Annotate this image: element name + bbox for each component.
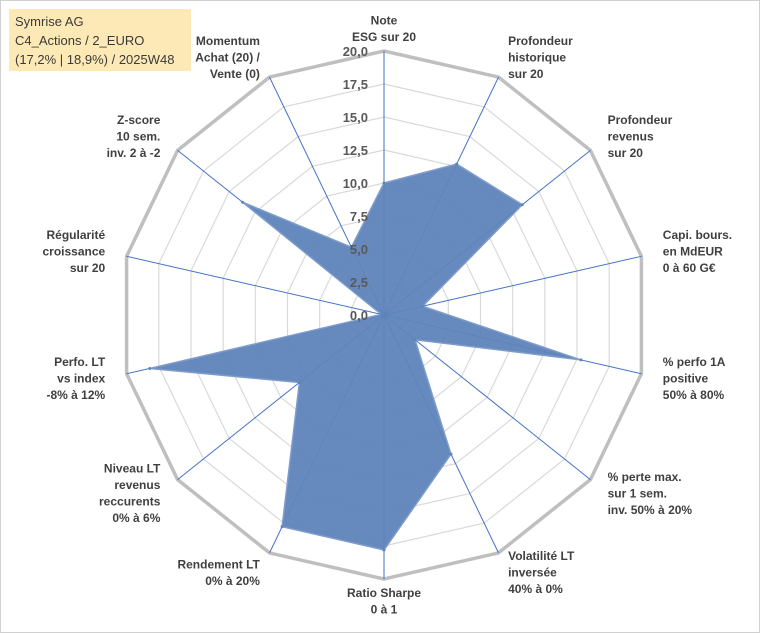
- axis-label-line: Volatilité LT: [508, 549, 575, 563]
- tick-label: 20,0: [343, 44, 368, 59]
- data-point: [421, 304, 425, 308]
- tick-label: 7,5: [350, 209, 368, 224]
- axis-label-line: revenus: [608, 130, 654, 144]
- axis-label: Perfo. LT vs index -8% à 12%: [46, 355, 105, 402]
- axis-label: Note ESG sur 20: [352, 14, 416, 45]
- axis-label-line: Régularité: [47, 228, 106, 242]
- axis-label-line: inversée: [508, 566, 557, 580]
- axis-label-line: 10 sem.: [116, 130, 160, 144]
- axis-label-line: % perfo 1A: [663, 355, 726, 369]
- chart-title-box: Symrise AG C4_Actions / 2_EURO (17,2% | …: [9, 9, 191, 71]
- axis-label-line: Rendement LT: [177, 557, 260, 571]
- axis-label: Volatilité LT inversée 40% à 0%: [508, 549, 575, 596]
- axis-spoke: [383, 314, 591, 480]
- axis-label-line: Capi. bours.: [663, 228, 732, 242]
- data-point: [382, 548, 386, 552]
- axis-label-line: 50% à 80%: [663, 388, 725, 402]
- axis-label-line: Vente (0): [210, 67, 260, 81]
- axis-label-line: Achat (20) /: [195, 50, 260, 64]
- axis-label-line: positive: [663, 372, 709, 386]
- axis-label-line: Momentum: [196, 34, 260, 48]
- axis-label-line: Profondeur: [608, 113, 673, 127]
- axis-label-line: % perte max.: [608, 470, 682, 484]
- data-point: [241, 200, 245, 204]
- axis-label-line: sur 20: [508, 67, 544, 81]
- axis-label-line: croissance: [42, 244, 105, 258]
- axis-label: % perte max. sur 1 sem. inv. 50% à 20%: [608, 470, 693, 517]
- tick-label: 2,5: [350, 275, 368, 290]
- axis-spoke: [383, 255, 642, 316]
- axis-label-line: -8% à 12%: [46, 388, 105, 402]
- axis-label-line: 0% à 20%: [205, 574, 260, 588]
- data-point: [382, 181, 386, 185]
- axis-label: Momentum Achat (20) / Vente (0): [195, 34, 260, 81]
- axis-label-line: inv. 50% à 20%: [608, 503, 693, 517]
- axis-label-line: Niveau LT: [104, 462, 161, 476]
- data-point: [297, 381, 301, 384]
- data-point: [379, 312, 383, 316]
- chart-title-company: Symrise AG: [15, 14, 84, 29]
- data-point: [520, 203, 524, 207]
- axis-label-line: sur 20: [608, 146, 644, 160]
- axis-label-line: Ratio Sharpe: [347, 586, 421, 600]
- axis-label-line: vs index: [57, 372, 105, 386]
- axis-spoke: [126, 255, 385, 316]
- data-point: [413, 338, 417, 342]
- data-point: [148, 367, 152, 370]
- axis-label-line: revenus: [114, 478, 160, 492]
- data-point: [455, 162, 459, 166]
- axis-label-line: 0 à 1: [371, 602, 398, 616]
- axis-label: Capi. bours. en MdEUR 0 à 60 G€: [663, 228, 732, 275]
- axis-label-line: 0 à 60 G€: [663, 261, 716, 275]
- data-point: [579, 358, 583, 362]
- axis-label: Niveau LT revenus reccurents 0% à 6%: [99, 462, 161, 525]
- axis-label: % perfo 1A positive 50% à 80%: [663, 355, 726, 402]
- axis-label: Régularité croissance sur 20: [42, 228, 105, 275]
- data-point: [349, 245, 353, 249]
- axis-label-line: 0% à 6%: [112, 511, 160, 525]
- axis-label: Profondeur historique sur 20: [508, 34, 573, 81]
- axis-label-line: Profondeur: [508, 34, 573, 48]
- axis-label-line: ESG sur 20: [352, 30, 416, 44]
- tick-label: 17,5: [343, 77, 368, 92]
- axis-label-line: sur 20: [70, 261, 106, 275]
- axis-label: Rendement LT 0% à 20%: [177, 557, 260, 588]
- data-point: [280, 525, 284, 529]
- axis-label-line: historique: [508, 50, 566, 64]
- chart-title-category: C4_Actions / 2_EURO: [15, 33, 145, 48]
- tick-label: 5,0: [350, 242, 368, 257]
- tick-label: 10,0: [343, 176, 368, 191]
- axis-label-line: sur 1 sem.: [608, 486, 667, 500]
- chart-title-period: (17,2% | 18,9%) / 2025W48: [15, 52, 175, 67]
- axis-label-line: inv. 2 à -2: [107, 146, 161, 160]
- axis-label-line: Perfo. LT: [54, 355, 106, 369]
- axis-label-line: en MdEUR: [663, 244, 723, 258]
- tick-label: 0,0: [350, 308, 368, 323]
- axis-label-line: reccurents: [99, 495, 161, 509]
- tick-label: 15,0: [343, 110, 368, 125]
- axis-label-line: Note: [371, 14, 398, 28]
- tick-label: 12,5: [343, 143, 368, 158]
- axis-label: Ratio Sharpe 0 à 1: [347, 586, 421, 617]
- data-point: [449, 452, 453, 456]
- axis-label-line: Z-score: [117, 113, 161, 127]
- axis-label: Z-score 10 sem. inv. 2 à -2: [107, 113, 161, 160]
- axis-label-line: 40% à 0%: [508, 582, 563, 596]
- axis-label: Profondeur revenus sur 20: [608, 113, 673, 160]
